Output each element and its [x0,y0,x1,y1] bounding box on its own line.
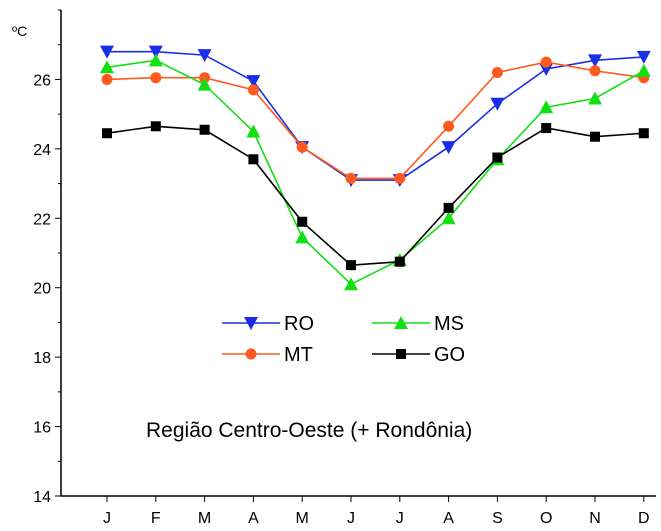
data-point-go [590,131,600,142]
data-point-go [102,128,112,139]
data-point-mt [296,141,308,153]
data-point-go [248,154,259,165]
series-mt [101,56,650,184]
data-point-ms [441,211,456,225]
data-point-ms [148,53,163,67]
data-point-ro [148,45,163,59]
data-point-ro [636,50,651,64]
legend-label-ms: MS [434,313,464,335]
series-line-ro [107,50,644,181]
data-point-ms [588,91,602,105]
data-point-go [394,256,405,267]
series-line-mt [106,61,644,180]
data-point-mt [150,72,162,84]
x-tick-label: N [589,510,601,527]
data-point-ro [441,141,456,155]
legend-item-ro: RO [222,313,314,335]
data-point-ro [490,97,505,111]
series-line-go [106,125,644,267]
x-tick-label: F [151,510,161,527]
data-point-ms [344,277,358,291]
x-tick-label: A [443,510,454,527]
data-point-mt [443,120,455,132]
legend-marker-ms [394,316,408,329]
x-tick-label: J [103,510,111,527]
series-go [102,121,649,271]
x-tick-label: M [296,510,309,527]
legend-label-mt: MT [284,344,313,366]
x-tick-label: A [248,510,259,527]
y-tick-label: 14 [33,489,51,506]
chart-annotation: Região Centro-Oeste (+ Rondônia) [146,419,472,442]
data-point-ms [539,100,554,114]
legend: RO MS MT GO [222,313,465,366]
data-point-mt [247,84,259,96]
data-point-go [492,152,503,163]
data-point-go [638,128,649,139]
data-point-ms [636,63,651,77]
x-tick-label: S [492,510,503,527]
data-point-mt [589,65,601,77]
data-point-ms [246,124,261,138]
data-point-ro [588,54,602,68]
y-unit-label: ºC [12,23,27,39]
data-point-mt [491,66,503,78]
y-tick-label: 18 [33,350,51,367]
y-tick-label: 24 [33,142,51,159]
y-tick-label: 26 [33,72,51,89]
series-group [100,45,651,291]
data-point-go [443,202,454,213]
y-ticks: 14 16 18 20 22 24 26 [33,9,61,506]
data-point-ro [246,75,261,89]
x-tick-label: J [347,510,355,527]
series-ms [100,53,651,291]
data-point-go [541,123,552,134]
x-tick-label: J [396,510,404,527]
data-point-ms [100,60,114,74]
y-tick-label: 20 [33,281,51,298]
legend-item-go: GO [372,344,465,366]
series-line-ms [106,59,645,286]
y-tick-label: 22 [33,211,51,228]
data-point-go [346,260,356,271]
data-point-mt [540,56,552,68]
x-tick-label: M [198,510,211,527]
data-point-mt [345,172,357,184]
legend-marker-go [396,349,406,359]
x-tick-label: D [638,510,650,527]
legend-marker-ro [244,317,258,330]
data-point-go [297,216,308,227]
data-point-go [150,121,161,132]
data-point-ro [100,45,114,59]
data-point-ms [197,77,212,91]
legend-marker-mt [245,348,257,360]
legend-item-mt: MT [222,344,313,366]
legend-item-ms: MS [372,313,464,335]
legend-label-go: GO [434,344,465,366]
y-tick-label: 16 [33,420,51,437]
series-ro [100,45,651,188]
data-point-ro [197,49,212,63]
data-point-go [199,124,210,135]
data-point-ms [295,230,310,244]
data-point-mt [394,172,406,184]
x-tick-label: O [540,510,552,527]
legend-label-ro: RO [284,313,314,335]
data-point-mt [101,73,113,85]
